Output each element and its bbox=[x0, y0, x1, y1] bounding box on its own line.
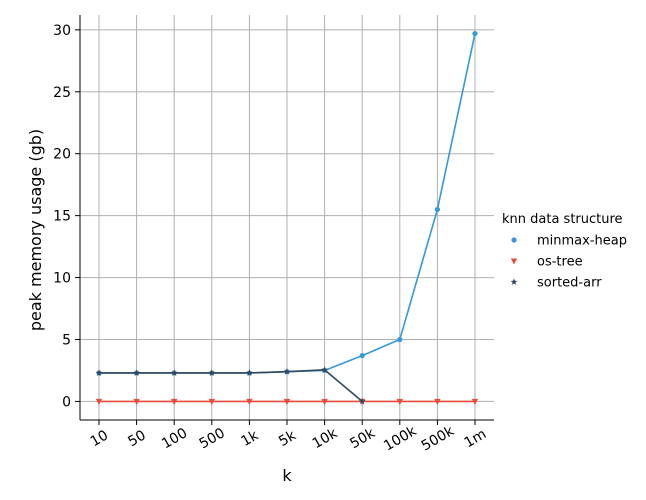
x-axis-label: k bbox=[282, 466, 292, 485]
data-point-minmax-heap bbox=[397, 336, 403, 343]
x-tick-label: 10k bbox=[310, 425, 341, 452]
data-point-os-tree bbox=[321, 398, 328, 405]
data-point-sorted-arr bbox=[321, 366, 329, 373]
x-tick-label: 50 bbox=[125, 427, 148, 450]
data-point-sorted-arr bbox=[358, 397, 366, 405]
x-tick-label: 500 bbox=[197, 425, 228, 452]
data-point-minmax-heap bbox=[359, 352, 365, 359]
y-tick-label: 10 bbox=[53, 271, 71, 287]
data-point-sorted-arr bbox=[245, 369, 253, 376]
data-point-os-tree bbox=[283, 398, 291, 405]
series-line-sorted-arr bbox=[99, 369, 363, 403]
x-tick-label: 500k bbox=[419, 423, 458, 455]
x-tick-label: 50k bbox=[347, 425, 378, 452]
y-tick-label: 15 bbox=[53, 209, 71, 225]
data-point-minmax-heap bbox=[434, 206, 440, 213]
legend-title: knn data structure bbox=[502, 212, 623, 227]
x-tick-label: 100k bbox=[381, 423, 420, 455]
series bbox=[95, 30, 479, 405]
legend-label-sorted-arr: sorted-arr bbox=[537, 276, 602, 291]
legend: knn data structure minmax-heap os-tree sor… bbox=[502, 212, 627, 291]
data-point-os-tree bbox=[434, 398, 441, 405]
data-point-sorted-arr bbox=[283, 368, 291, 375]
ticks: 10 50 100 500 1k 5k 10k 50k 100k 500k 1m 0 5 10 15 20 25… bbox=[53, 23, 489, 455]
data-point-sorted-arr bbox=[208, 369, 216, 376]
legend-marker-os-tree bbox=[510, 258, 518, 265]
legend-marker-sorted-arr bbox=[510, 278, 518, 285]
x-tick-label: 1k bbox=[238, 427, 262, 450]
x-tick-label: 100 bbox=[159, 425, 190, 452]
y-tick-label: 20 bbox=[53, 147, 71, 163]
legend-marker-minmax-heap bbox=[511, 237, 517, 243]
data-point-os-tree bbox=[95, 398, 103, 405]
data-point-os-tree bbox=[133, 398, 140, 405]
data-point-sorted-arr bbox=[95, 369, 103, 376]
y-tick-label: 0 bbox=[62, 394, 71, 410]
x-tick-label: 10 bbox=[88, 427, 111, 450]
data-point-os-tree bbox=[171, 398, 178, 405]
legend-label-os-tree: os-tree bbox=[537, 255, 583, 270]
series-sorted-arr bbox=[95, 366, 366, 405]
y-tick-label: 5 bbox=[62, 332, 71, 348]
y-tick-label: 25 bbox=[53, 85, 71, 101]
data-point-minmax-heap bbox=[472, 30, 478, 37]
grid bbox=[80, 15, 494, 420]
legend-label-minmax-heap: minmax-heap bbox=[537, 234, 627, 249]
data-point-sorted-arr bbox=[170, 369, 178, 376]
y-axis-label: peak memory usage (gb) bbox=[26, 129, 45, 331]
series-os-tree bbox=[95, 398, 479, 405]
x-tick-label: 5k bbox=[276, 427, 300, 450]
data-point-os-tree bbox=[246, 398, 253, 405]
data-point-sorted-arr bbox=[133, 369, 141, 376]
data-point-os-tree bbox=[471, 398, 479, 405]
data-point-os-tree bbox=[396, 398, 403, 405]
y-tick-label: 30 bbox=[53, 23, 71, 39]
x-tick-label: 1m bbox=[462, 426, 490, 451]
data-point-os-tree bbox=[208, 398, 215, 405]
